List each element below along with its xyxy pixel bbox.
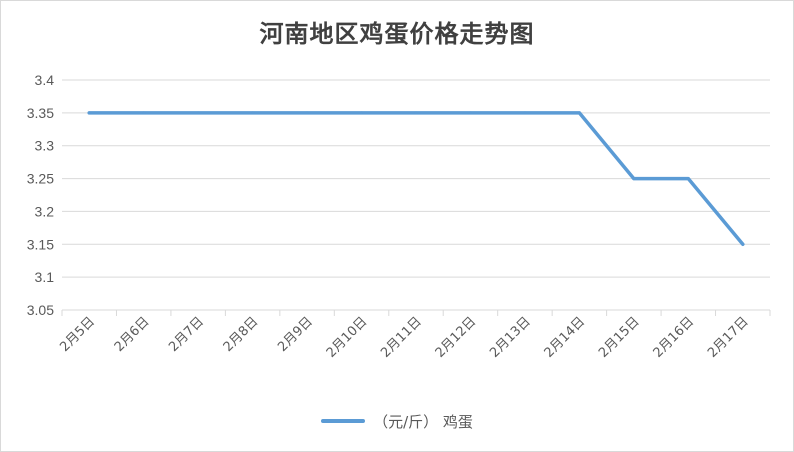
y-tick-label: 3.25 (27, 171, 54, 187)
x-tick-label: 2月17日 (705, 314, 752, 361)
series-eggs (87, 111, 745, 247)
data-point (87, 111, 91, 115)
data-point (142, 111, 146, 115)
y-tick-label: 3.15 (27, 236, 54, 252)
y-tick-label: 3.4 (35, 72, 55, 88)
x-tick-label: 2月16日 (651, 314, 698, 361)
data-point (632, 177, 636, 181)
x-tick-label: 2月12日 (433, 314, 480, 361)
x-tick-label: 2月13日 (487, 314, 534, 361)
chart-title: 河南地区鸡蛋价格走势图 (259, 19, 535, 48)
data-point (414, 111, 418, 115)
y-tick-label: 3.1 (35, 269, 55, 285)
data-point (577, 111, 581, 115)
data-point (251, 111, 255, 115)
x-tick-label: 2月5日 (57, 314, 98, 355)
legend-label: （元/斤） 鸡蛋 (373, 412, 473, 431)
gridlines (61, 79, 771, 316)
y-axis-ticks: 3.4 3.35 3.3 3.25 3.2 3.15 3.1 3.05 (27, 72, 54, 318)
legend: （元/斤） 鸡蛋 (0, 408, 794, 434)
x-tick-label: 2月15日 (596, 314, 643, 361)
y-tick-label: 3.05 (27, 302, 54, 318)
y-tick-label: 3.2 (35, 203, 55, 219)
y-tick-label: 3.35 (27, 105, 54, 121)
data-point (468, 111, 472, 115)
x-tick-label: 2月9日 (275, 314, 316, 355)
legend-swatch (321, 419, 366, 423)
x-tick-label: 2月14日 (542, 314, 589, 361)
data-point (523, 111, 527, 115)
x-tick-label: 2月7日 (166, 314, 207, 355)
data-point (305, 111, 309, 115)
data-point (196, 111, 200, 115)
x-tick-label: 2月10日 (324, 314, 371, 361)
data-point (686, 177, 690, 181)
x-axis-ticks: 2月5日 2月6日 2月7日 2月8日 2月9日 2月10日 2月11日 2月12日 2月13日… (57, 314, 751, 361)
x-tick-label: 2月6日 (112, 314, 153, 355)
y-tick-label: 3.3 (35, 138, 55, 154)
x-tick-label: 2月11日 (378, 314, 425, 361)
data-point (741, 242, 745, 246)
data-point (360, 111, 364, 115)
x-tick-label: 2月8日 (221, 314, 262, 355)
